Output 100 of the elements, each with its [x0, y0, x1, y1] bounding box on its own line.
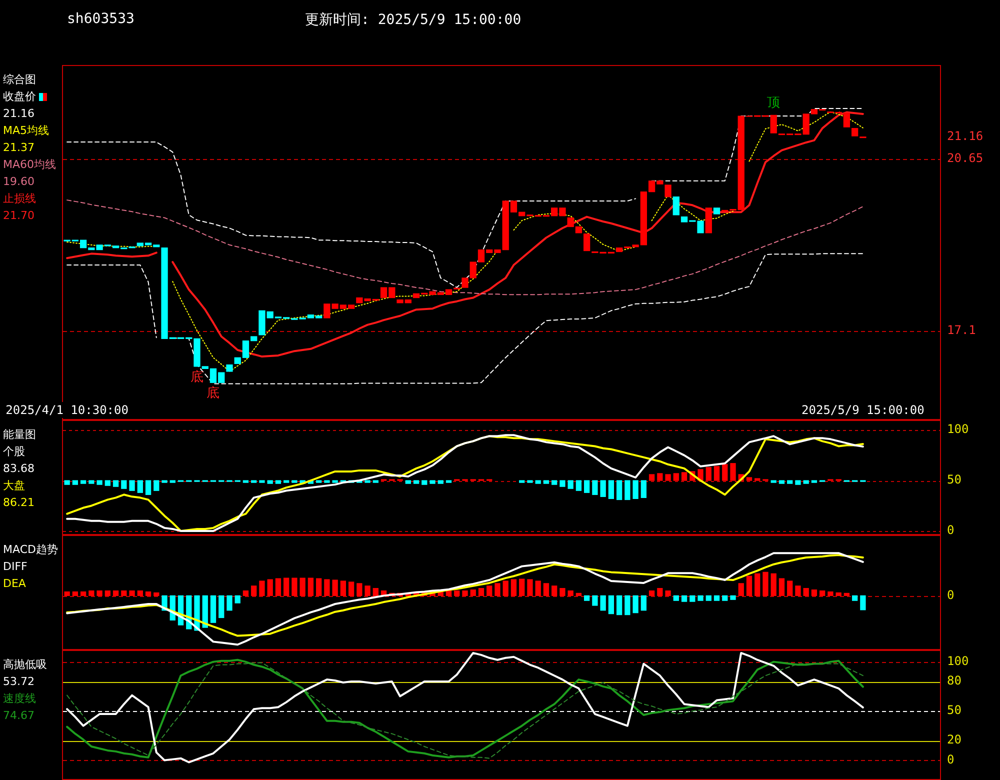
bar — [154, 592, 160, 596]
bar — [218, 595, 224, 618]
bar — [632, 480, 638, 500]
text: 21.37 — [3, 140, 36, 156]
bar — [242, 480, 249, 483]
bar — [292, 578, 298, 596]
bar — [145, 591, 152, 596]
bar — [372, 588, 378, 596]
bar — [267, 480, 273, 484]
y-tick-label: 20 — [947, 732, 962, 747]
bar — [754, 573, 760, 596]
bar — [576, 480, 582, 491]
bar — [372, 480, 378, 483]
bar — [202, 595, 208, 628]
bar — [284, 480, 290, 483]
bar — [746, 477, 752, 481]
bar — [80, 591, 86, 596]
bar — [259, 480, 265, 483]
bar — [787, 480, 793, 484]
bar — [803, 588, 809, 596]
bar — [145, 480, 152, 495]
text: 53.72 — [3, 674, 36, 690]
bar — [616, 480, 622, 500]
annotation: 顶 — [767, 96, 780, 111]
bar — [259, 580, 265, 596]
bar — [170, 480, 176, 483]
bar — [251, 480, 257, 483]
bar — [836, 592, 842, 596]
bar — [560, 480, 566, 487]
bar — [860, 595, 866, 610]
text: 止损线 — [3, 191, 37, 207]
bar — [770, 480, 776, 483]
legend-title: 能量图 — [3, 427, 36, 443]
y-tick-label: 100 — [947, 422, 969, 436]
bar — [657, 473, 663, 481]
bar — [502, 580, 508, 596]
annotation: 底 — [190, 370, 204, 385]
bar — [129, 590, 135, 596]
bar — [226, 595, 232, 611]
x-tick-label: 2025/4/1 10:30:00 — [6, 403, 128, 418]
bar — [698, 595, 704, 601]
bar — [778, 480, 785, 484]
bar — [356, 583, 362, 596]
bar — [422, 480, 428, 485]
bar — [104, 590, 110, 596]
text: DEA — [3, 576, 27, 592]
bar — [470, 589, 476, 596]
text: 高抛低吸 — [3, 657, 47, 673]
y-tick-label: 50 — [947, 703, 962, 718]
bar — [413, 480, 420, 484]
bar — [730, 463, 736, 481]
bar — [72, 480, 78, 485]
bar — [64, 591, 70, 596]
bar — [527, 480, 533, 483]
bar — [787, 580, 793, 596]
bar — [462, 590, 468, 596]
y-tick-label: 80 — [947, 674, 962, 688]
bar — [811, 589, 818, 596]
bar — [657, 588, 663, 596]
bar — [608, 480, 614, 500]
bar — [332, 580, 338, 596]
bar — [64, 480, 70, 485]
bar — [332, 480, 338, 483]
bar — [405, 480, 411, 484]
y-tick-label: 0 — [947, 523, 954, 538]
bar — [560, 588, 566, 596]
bar — [438, 480, 444, 484]
bar — [746, 576, 752, 596]
bar — [706, 467, 712, 481]
bar — [308, 578, 314, 596]
legend-title: MACD趋势 — [3, 542, 58, 558]
bar — [348, 582, 354, 596]
bar — [275, 578, 282, 596]
bar — [543, 480, 550, 484]
bar — [665, 474, 671, 481]
y-tick-label: 20.65 — [947, 151, 984, 166]
bar — [72, 591, 78, 596]
bar — [795, 586, 801, 596]
text: MA60均线 — [3, 157, 56, 173]
bar — [584, 595, 590, 601]
bar — [284, 578, 290, 596]
bar — [494, 583, 500, 596]
bar — [519, 480, 525, 483]
y-tick-label: 17.1 — [947, 322, 976, 337]
bar — [210, 595, 216, 623]
bar — [242, 590, 249, 596]
bar — [88, 590, 94, 596]
bar — [568, 590, 574, 596]
bar — [535, 480, 541, 484]
bar — [88, 480, 94, 484]
text: 74.67 — [3, 708, 36, 724]
bar — [96, 480, 102, 485]
chart-subtitle: 更新时间: 2025/5/9 15:00:00 — [305, 11, 522, 29]
y-tick-label: 0 — [947, 752, 954, 766]
bar — [137, 590, 143, 596]
text: MA5均线 — [3, 123, 50, 139]
bar — [690, 595, 696, 602]
bar — [722, 464, 728, 481]
text: 21.70 — [3, 208, 36, 224]
bar — [129, 480, 135, 491]
